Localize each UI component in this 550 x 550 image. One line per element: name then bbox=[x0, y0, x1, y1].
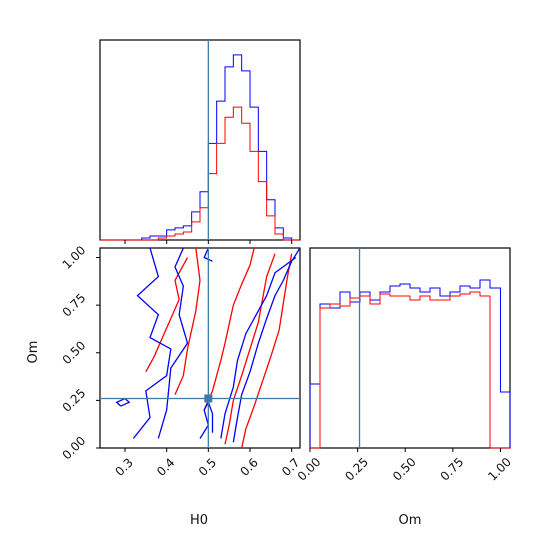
x-axis-title-om: Om bbox=[399, 513, 422, 528]
truth-marker bbox=[204, 394, 213, 403]
y-axis-title-om: Om bbox=[26, 341, 41, 364]
contour-lines bbox=[115, 248, 300, 448]
om-hist-tick-label: 0.00 bbox=[295, 455, 324, 484]
om-tick-label: 0.75 bbox=[60, 291, 89, 320]
axis-labels: H0 Om Om bbox=[26, 341, 421, 528]
om-hist-frame bbox=[309, 247, 511, 449]
contour-red-4 bbox=[241, 253, 293, 448]
contour-red-2 bbox=[203, 248, 255, 411]
om-hist-tick-label: 0.50 bbox=[390, 455, 419, 484]
h0-om-contour-panel: 0.3 0.4 0.5 0.6 0.70.000.250.500.751.00 bbox=[60, 243, 303, 479]
contour-frame bbox=[99, 247, 301, 449]
om-tick-label: 0.00 bbox=[60, 434, 89, 463]
h0-tick-label: 0.4 bbox=[154, 455, 177, 478]
om-hist-step-red bbox=[310, 291, 510, 449]
contour-blue-4 bbox=[203, 248, 213, 262]
contour-blue-6 bbox=[232, 248, 300, 443]
contour-blue-5 bbox=[220, 256, 297, 439]
contour-red-3 bbox=[224, 253, 276, 445]
om-hist-step-blue bbox=[309, 279, 511, 448]
om-tick-label: 0.25 bbox=[60, 386, 89, 415]
h0-hist-frame bbox=[99, 39, 301, 241]
h0-tick-label: 0.5 bbox=[196, 455, 219, 478]
om-tick-label: 1.00 bbox=[60, 243, 89, 272]
contour-blue-1 bbox=[132, 248, 172, 439]
om-hist-tick-label: 0.75 bbox=[438, 455, 467, 484]
contour-blue-2 bbox=[157, 248, 189, 439]
contour-red-1 bbox=[174, 248, 201, 395]
contour-blue-3 bbox=[199, 400, 214, 439]
contour-blue-0 bbox=[115, 397, 131, 407]
h0-tick-label: 0.6 bbox=[237, 455, 260, 478]
om-tick-label: 0.50 bbox=[60, 338, 89, 367]
h0-hist-step-red bbox=[100, 106, 300, 241]
contour-red-0 bbox=[145, 257, 189, 373]
h0-tick-label: 0.3 bbox=[112, 455, 135, 478]
om-histogram-panel: 0.00 0.25 0.50 0.75 1.00 bbox=[295, 247, 514, 484]
h0-histogram-panel bbox=[99, 39, 301, 244]
x-axis-title-h0: H0 bbox=[190, 513, 208, 528]
om-hist-tick-label: 0.25 bbox=[342, 455, 371, 484]
om-hist-tick-label: 1.00 bbox=[485, 455, 514, 484]
